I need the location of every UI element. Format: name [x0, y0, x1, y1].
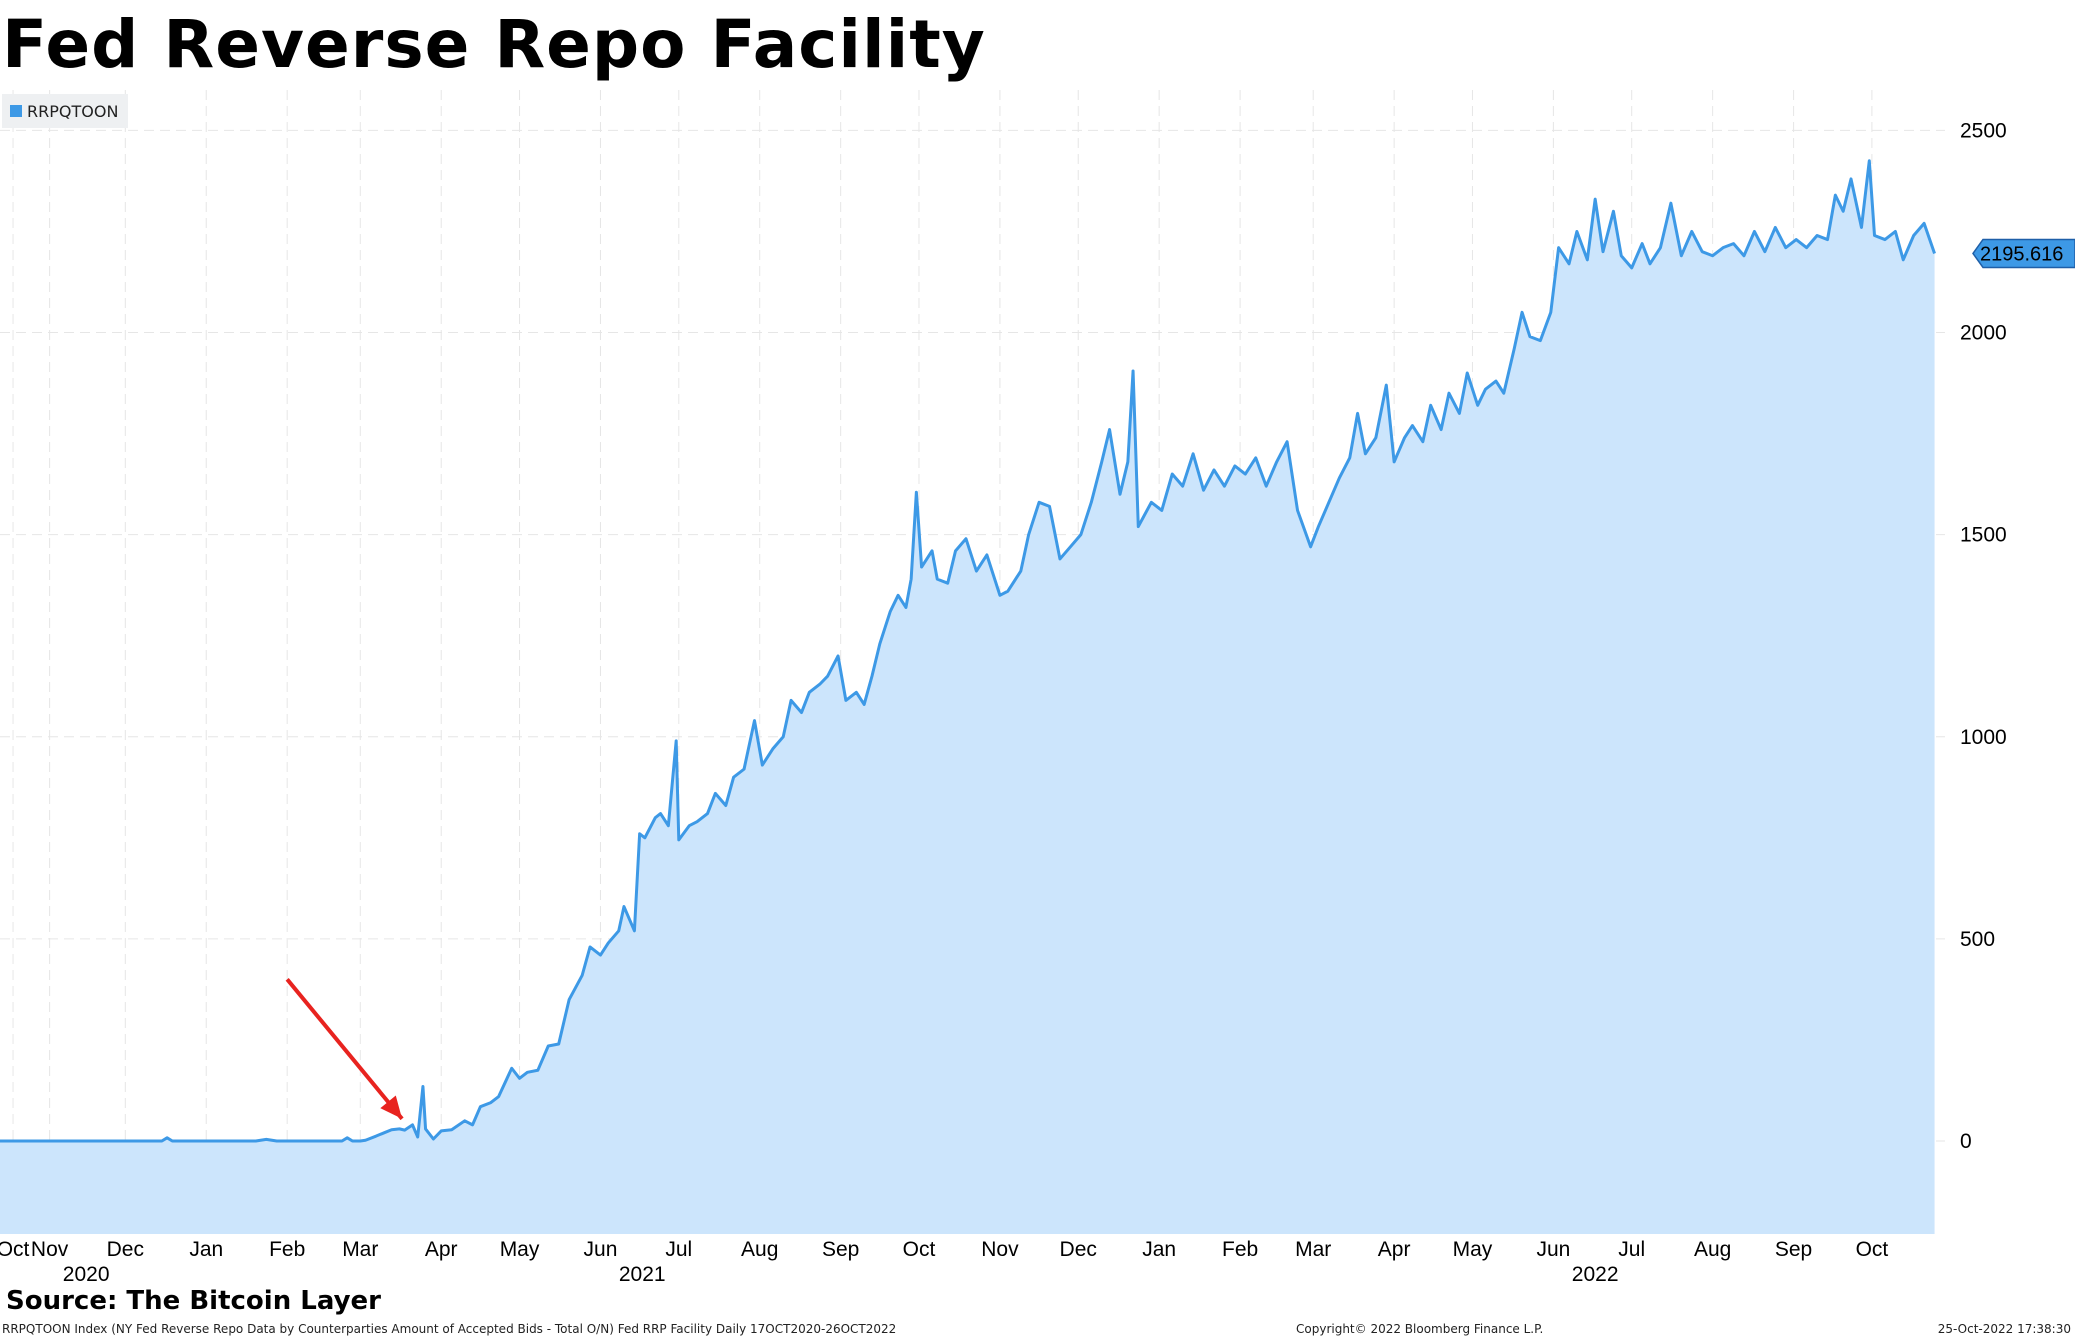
x-axis-labels: Oct Nov Dec Jan Feb Mar Apr May Jun Jul Aug Sep Oct N…: [0, 1238, 1888, 1261]
x-tick-label-6: Apr: [425, 1238, 458, 1261]
x-tick-label-22: Aug: [1694, 1238, 1731, 1261]
footer-timestamp: 25-Oct-2022 17:38:30: [1937, 1322, 2071, 1336]
last-value-tag: [1972, 238, 2075, 269]
y-tick-label-500: 500: [1960, 928, 1995, 951]
legend-swatch: [10, 105, 22, 117]
annotation-arrow-shaft: [285, 978, 404, 1121]
page-title: Fed Reverse Repo Facility: [2, 6, 986, 83]
x-tick-label-8: Jun: [584, 1238, 618, 1261]
legend: RRPQTOON: [2, 94, 129, 128]
series-line-rrpqtoon: [0, 159, 1936, 1143]
y-tick-label-2000: 2000: [1960, 322, 2007, 345]
last-value-label: 2195.616: [1980, 243, 2063, 265]
series-area-fill: [0, 160, 1935, 1234]
x-tick-label-1: Nov: [31, 1238, 69, 1261]
y-tick-label-1000: 1000: [1960, 726, 2007, 749]
x-tick-label-3: Jan: [189, 1238, 223, 1261]
x-tick-label-4: Feb: [269, 1238, 305, 1261]
source-text: Source: The Bitcoin Layer: [6, 1286, 381, 1316]
x-tick-label-24: Oct: [1856, 1238, 1889, 1261]
x-tick-label-15: Jan: [1142, 1238, 1176, 1261]
x-tick-label-5: Mar: [342, 1238, 378, 1261]
x-tick-label-12: Oct: [903, 1238, 936, 1261]
footer-description: RRPQTOON Index (NY Fed Reverse Repo Data…: [2, 1322, 897, 1336]
x-tick-label-14: Dec: [1060, 1238, 1097, 1261]
footer-copyright: Copyright© 2022 Bloomberg Finance L.P.: [1296, 1322, 1544, 1336]
x-tick-label-7: May: [500, 1238, 540, 1261]
y-tick-label-1500: 1500: [1960, 524, 2007, 547]
annotation-arrow: [285, 978, 404, 1121]
x-tick-label-23: Sep: [1775, 1238, 1812, 1261]
x-year-label-2021: 2021: [619, 1263, 666, 1286]
x-year-label-2022: 2022: [1572, 1263, 1619, 1286]
x-tick-label-2: Dec: [107, 1238, 144, 1261]
y-tick-label-0: 0: [1960, 1130, 1972, 1153]
annotation-arrow-head: [380, 1095, 403, 1119]
x-tick-label-20: Jun: [1536, 1238, 1570, 1261]
x-tick-label-10: Aug: [741, 1238, 778, 1261]
y-axis-labels: 0 500 1000 1500 2000 2500: [1960, 119, 2007, 1153]
x-tick-label-21: Jul: [1618, 1238, 1645, 1261]
last-value-marker: 2195.616: [1972, 238, 2075, 269]
x-tick-label-0: Oct: [0, 1238, 30, 1261]
x-tick-label-16: Feb: [1222, 1238, 1258, 1261]
y-tick-label-2500: 2500: [1960, 119, 2007, 142]
x-axis-year-labels: 2020 2021 2022: [63, 1263, 1619, 1286]
x-tick-label-19: May: [1453, 1238, 1493, 1261]
x-tick-label-9: Jul: [665, 1238, 692, 1261]
x-tick-label-18: Apr: [1378, 1238, 1411, 1261]
x-tick-label-11: Sep: [822, 1238, 859, 1261]
x-year-label-2020: 2020: [63, 1263, 110, 1286]
x-tick-label-13: Nov: [981, 1238, 1019, 1261]
x-tick-label-17: Mar: [1295, 1238, 1331, 1261]
legend-label: RRPQTOON: [27, 101, 119, 121]
